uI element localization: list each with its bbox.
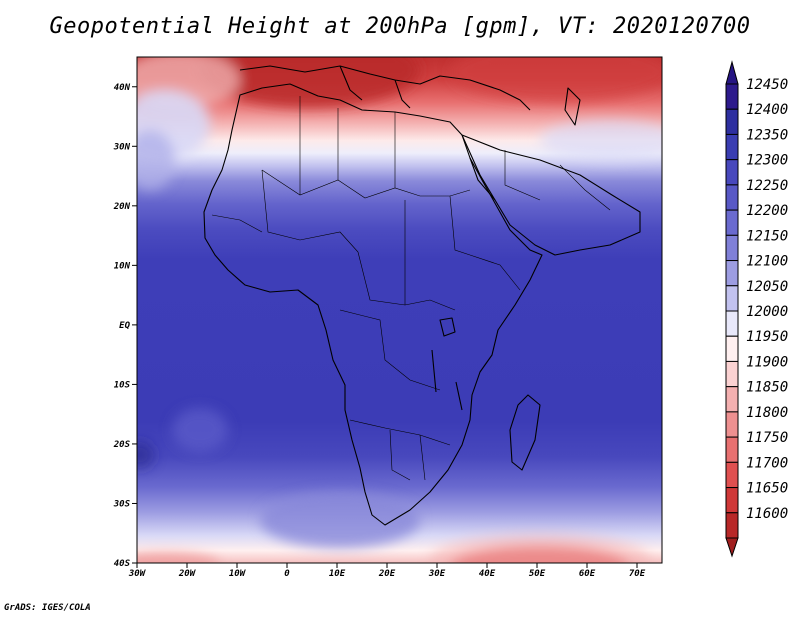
colorbar-swatch — [725, 310, 739, 337]
colorbar-label: 12300 — [746, 153, 788, 169]
colorbar-swatch — [725, 386, 739, 413]
colorbar-swatch — [725, 209, 739, 236]
colorbar-swatch — [725, 512, 739, 539]
colorbar-bottom-arrow — [725, 537, 739, 558]
lon-tick-label: 30W — [128, 569, 147, 579]
grads-credit: GrADS: IGES/COLA — [4, 603, 91, 613]
colorbar-label: 12000 — [746, 304, 788, 320]
colorbar-label: 11600 — [746, 506, 788, 522]
colorbar-swatch — [725, 461, 739, 489]
colorbar-label: 11900 — [746, 354, 788, 370]
colorbar-label: 12450 — [746, 77, 788, 93]
map-title: Geopotential Height at 200hPa [gpm], VT:… — [49, 14, 751, 39]
lon-tick-label: 10E — [329, 569, 346, 579]
lon-tick-label: 40E — [479, 569, 496, 579]
latitude-axis: 40N 30N 20N 10N EQ 10S 20S 30S 40S — [113, 83, 137, 569]
lat-tick-label: 30N — [113, 142, 131, 152]
contour-field — [137, 57, 662, 563]
colorbar-swatch — [725, 234, 739, 262]
lon-tick-label: 20W — [178, 569, 197, 579]
lon-tick-label: 20E — [378, 569, 396, 579]
lon-tick-label: 50E — [529, 569, 546, 579]
colorbar-label: 11650 — [746, 481, 788, 497]
longitude-axis: 30W 20W 10W 0 10E 20E 30E 40E 50E 60E 70E — [128, 563, 646, 579]
colorbar-label: 12400 — [746, 102, 788, 118]
colorbar-swatch — [725, 360, 739, 388]
colorbar-label: 11950 — [746, 329, 788, 345]
colorbar-swatch — [725, 83, 739, 110]
colorbar-label: 12200 — [746, 203, 788, 219]
lat-tick-label: 40N — [114, 83, 131, 93]
colorbar-swatch — [725, 133, 739, 161]
lat-tick-label: 20S — [113, 440, 131, 450]
colorbar-swatch — [725, 260, 739, 287]
lon-tick-label: 0 — [284, 569, 290, 579]
colorbar-label: 11850 — [746, 380, 788, 396]
lat-tick-label: 10S — [114, 380, 131, 390]
colorbar-swatch — [725, 335, 739, 362]
lon-tick-label: 60E — [579, 569, 596, 579]
lon-tick-label: 30E — [428, 569, 446, 579]
colorbar-swatch — [725, 436, 739, 463]
colorbar-swatch — [725, 108, 739, 135]
colorbar-label: 11800 — [746, 405, 788, 421]
lat-tick-label: 40S — [114, 559, 131, 569]
colorbar-swatch — [725, 285, 739, 312]
colorbar-label: 11700 — [746, 455, 788, 471]
plot-frame — [136, 56, 663, 564]
colorbar-label: 12050 — [746, 279, 788, 295]
colorbar-swatch — [725, 411, 739, 438]
colorbar-swatch — [725, 159, 739, 186]
colorbar-top-arrow — [725, 60, 739, 85]
lat-tick-label: EQ — [119, 321, 130, 331]
coastlines — [203, 65, 641, 526]
colorbar-label: 12250 — [746, 178, 788, 194]
lat-tick-label: 20N — [113, 202, 131, 212]
lat-tick-label: 30S — [113, 499, 131, 509]
country-borders — [211, 96, 611, 481]
lat-tick-label: 10N — [114, 261, 131, 271]
lon-tick-label: 70E — [629, 569, 646, 579]
colorbar-swatch — [725, 184, 739, 211]
lon-tick-label: 10W — [229, 569, 247, 579]
colorbar: 12450 12400 12350 12300 12250 12200 12150 12100… — [725, 60, 788, 558]
colorbar-swatch — [725, 487, 739, 514]
colorbar-label: 12350 — [746, 127, 788, 143]
colorbar-label: 11750 — [746, 430, 788, 446]
colorbar-label: 12100 — [746, 254, 788, 270]
colorbar-label: 12150 — [746, 228, 788, 244]
